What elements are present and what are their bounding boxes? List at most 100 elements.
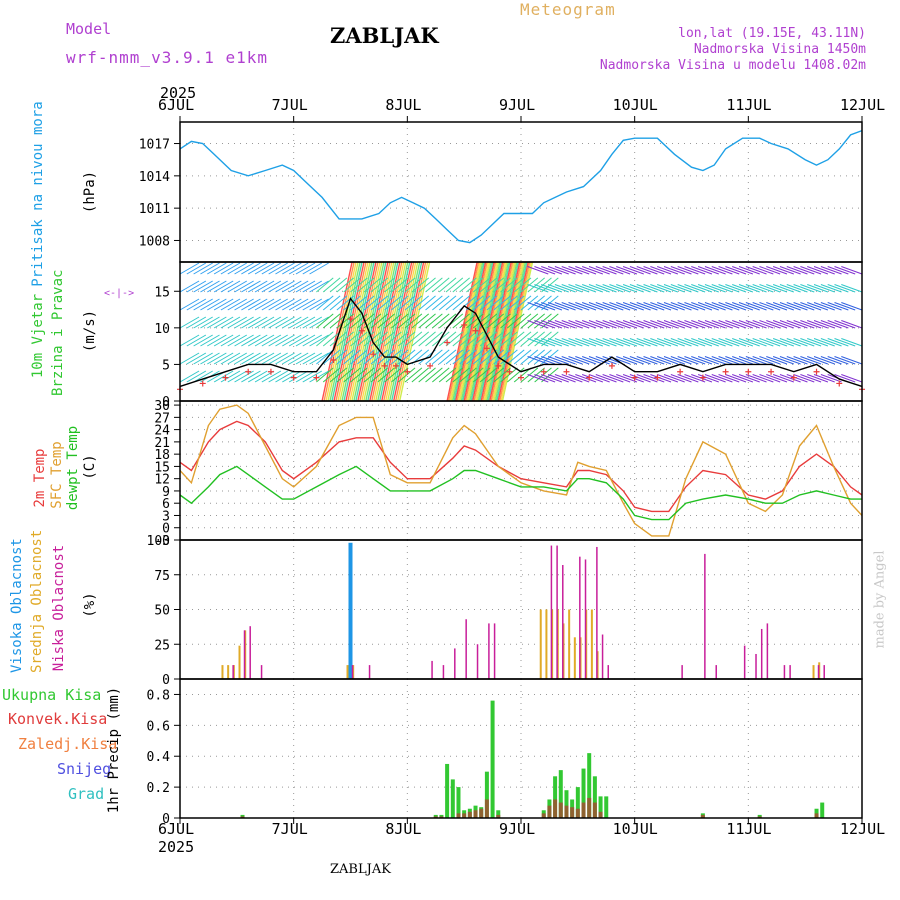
wind-arrow <box>377 367 395 383</box>
wind-arrow <box>793 284 815 293</box>
wind-arrow <box>241 298 261 311</box>
wind-arrow <box>813 338 835 347</box>
wind-arrow <box>561 356 583 365</box>
wind-gust-marker <box>472 327 479 334</box>
wind-arrow <box>234 334 254 347</box>
wind-streak <box>501 261 534 402</box>
wind-arrow <box>466 277 484 293</box>
precip-total-bar <box>479 807 484 818</box>
wind-streak <box>351 261 383 402</box>
wind-arrow <box>732 284 754 293</box>
precip-conv-bar <box>592 802 597 818</box>
wind-arrow <box>725 374 747 383</box>
altitude-label: Nadmorska Visina 1450m <box>693 42 866 57</box>
precip-total-bar <box>473 805 478 818</box>
wind-arrow <box>356 349 375 365</box>
cloud-bar <box>243 630 246 679</box>
wind-arrow <box>356 295 375 311</box>
wind-arrow <box>207 352 227 365</box>
wind-arrow <box>575 266 597 275</box>
wind-arrow <box>834 338 856 347</box>
wind-streak <box>464 261 497 402</box>
wind-arrow <box>397 313 416 329</box>
wind-arrow <box>745 320 767 329</box>
wind-arrow <box>677 284 699 293</box>
wind-streak <box>446 261 478 402</box>
wind-arrow <box>363 331 382 347</box>
wind-streak <box>487 261 520 402</box>
wind-arrow <box>752 356 774 365</box>
wind-gust-marker <box>813 368 820 375</box>
wind-arrow <box>554 320 576 329</box>
wind-arrow <box>316 349 334 365</box>
wind-arrow <box>602 284 624 293</box>
wind-arrow <box>581 266 604 275</box>
wind-arrow <box>370 313 389 329</box>
wind-arrow <box>725 266 747 275</box>
wind-arrow <box>261 298 282 311</box>
wind-arrow <box>793 266 815 275</box>
wind-arrow <box>479 313 498 329</box>
wind-arrow <box>800 356 822 365</box>
precip-total-bar <box>757 814 762 818</box>
wind-arrow <box>329 277 348 293</box>
wind-arrow <box>193 298 213 311</box>
wind-streak <box>456 261 488 402</box>
wind-arrow <box>193 262 213 275</box>
wind-streak <box>357 261 389 402</box>
wind-arrow <box>404 313 423 329</box>
wind-arrow <box>520 331 539 347</box>
wind-arrow <box>302 334 323 347</box>
wind-gust-marker <box>699 374 706 381</box>
wind-arrow <box>807 356 829 365</box>
wind-arrow <box>725 284 747 293</box>
day-label: 9JUL <box>499 820 536 838</box>
wind-arrow <box>602 320 624 329</box>
wind-arrow <box>363 295 382 311</box>
wind-arrow <box>759 302 781 311</box>
wind-arrow <box>738 338 760 347</box>
day-label: 9JUL <box>499 96 536 114</box>
y-tick-label: 0.6 <box>147 719 170 734</box>
wind-arrow <box>575 284 597 293</box>
wind-streak <box>499 261 531 402</box>
wind-arrow <box>827 320 849 329</box>
wind-arrow <box>411 313 430 329</box>
wind-arrow <box>295 316 316 329</box>
day-label: 12JUL <box>840 820 886 838</box>
cloud-bar <box>681 665 683 679</box>
precip-total-bar <box>558 770 563 818</box>
wind-arrow <box>704 284 726 293</box>
wind-arrow <box>459 349 477 365</box>
wind-arrow <box>241 316 261 329</box>
wind-streak <box>393 261 425 402</box>
wind-arrow <box>432 367 450 383</box>
wind-arrow <box>786 284 808 293</box>
day-label: 7JUL <box>271 820 308 838</box>
wind-arrow <box>793 338 815 347</box>
wind-arrow <box>772 320 794 329</box>
wind-arrow <box>813 302 835 311</box>
wind-arrow <box>609 266 631 275</box>
wind-arrow <box>247 334 268 347</box>
wind-arrow <box>650 356 672 365</box>
wind-arrow <box>684 302 706 311</box>
wind-streak <box>469 261 501 402</box>
wind-arrow <box>527 320 549 329</box>
wind-arrow <box>820 374 842 383</box>
wind-arrow <box>800 284 822 293</box>
wind-streak <box>489 261 521 402</box>
wind-gust-marker <box>540 368 547 375</box>
wind-arrow <box>179 370 200 383</box>
wind-arrow <box>193 334 213 347</box>
wind-arrow <box>207 334 227 347</box>
wind-arrow <box>425 313 443 329</box>
wind-arrow <box>547 320 569 329</box>
precip-total-bar <box>467 808 472 818</box>
wind-arrow <box>527 277 545 293</box>
wind-arrow <box>602 338 624 347</box>
wind-streak <box>387 261 419 402</box>
wind-arrow <box>697 266 719 275</box>
wind-arrow <box>657 374 679 383</box>
wind-arrow <box>704 320 726 329</box>
